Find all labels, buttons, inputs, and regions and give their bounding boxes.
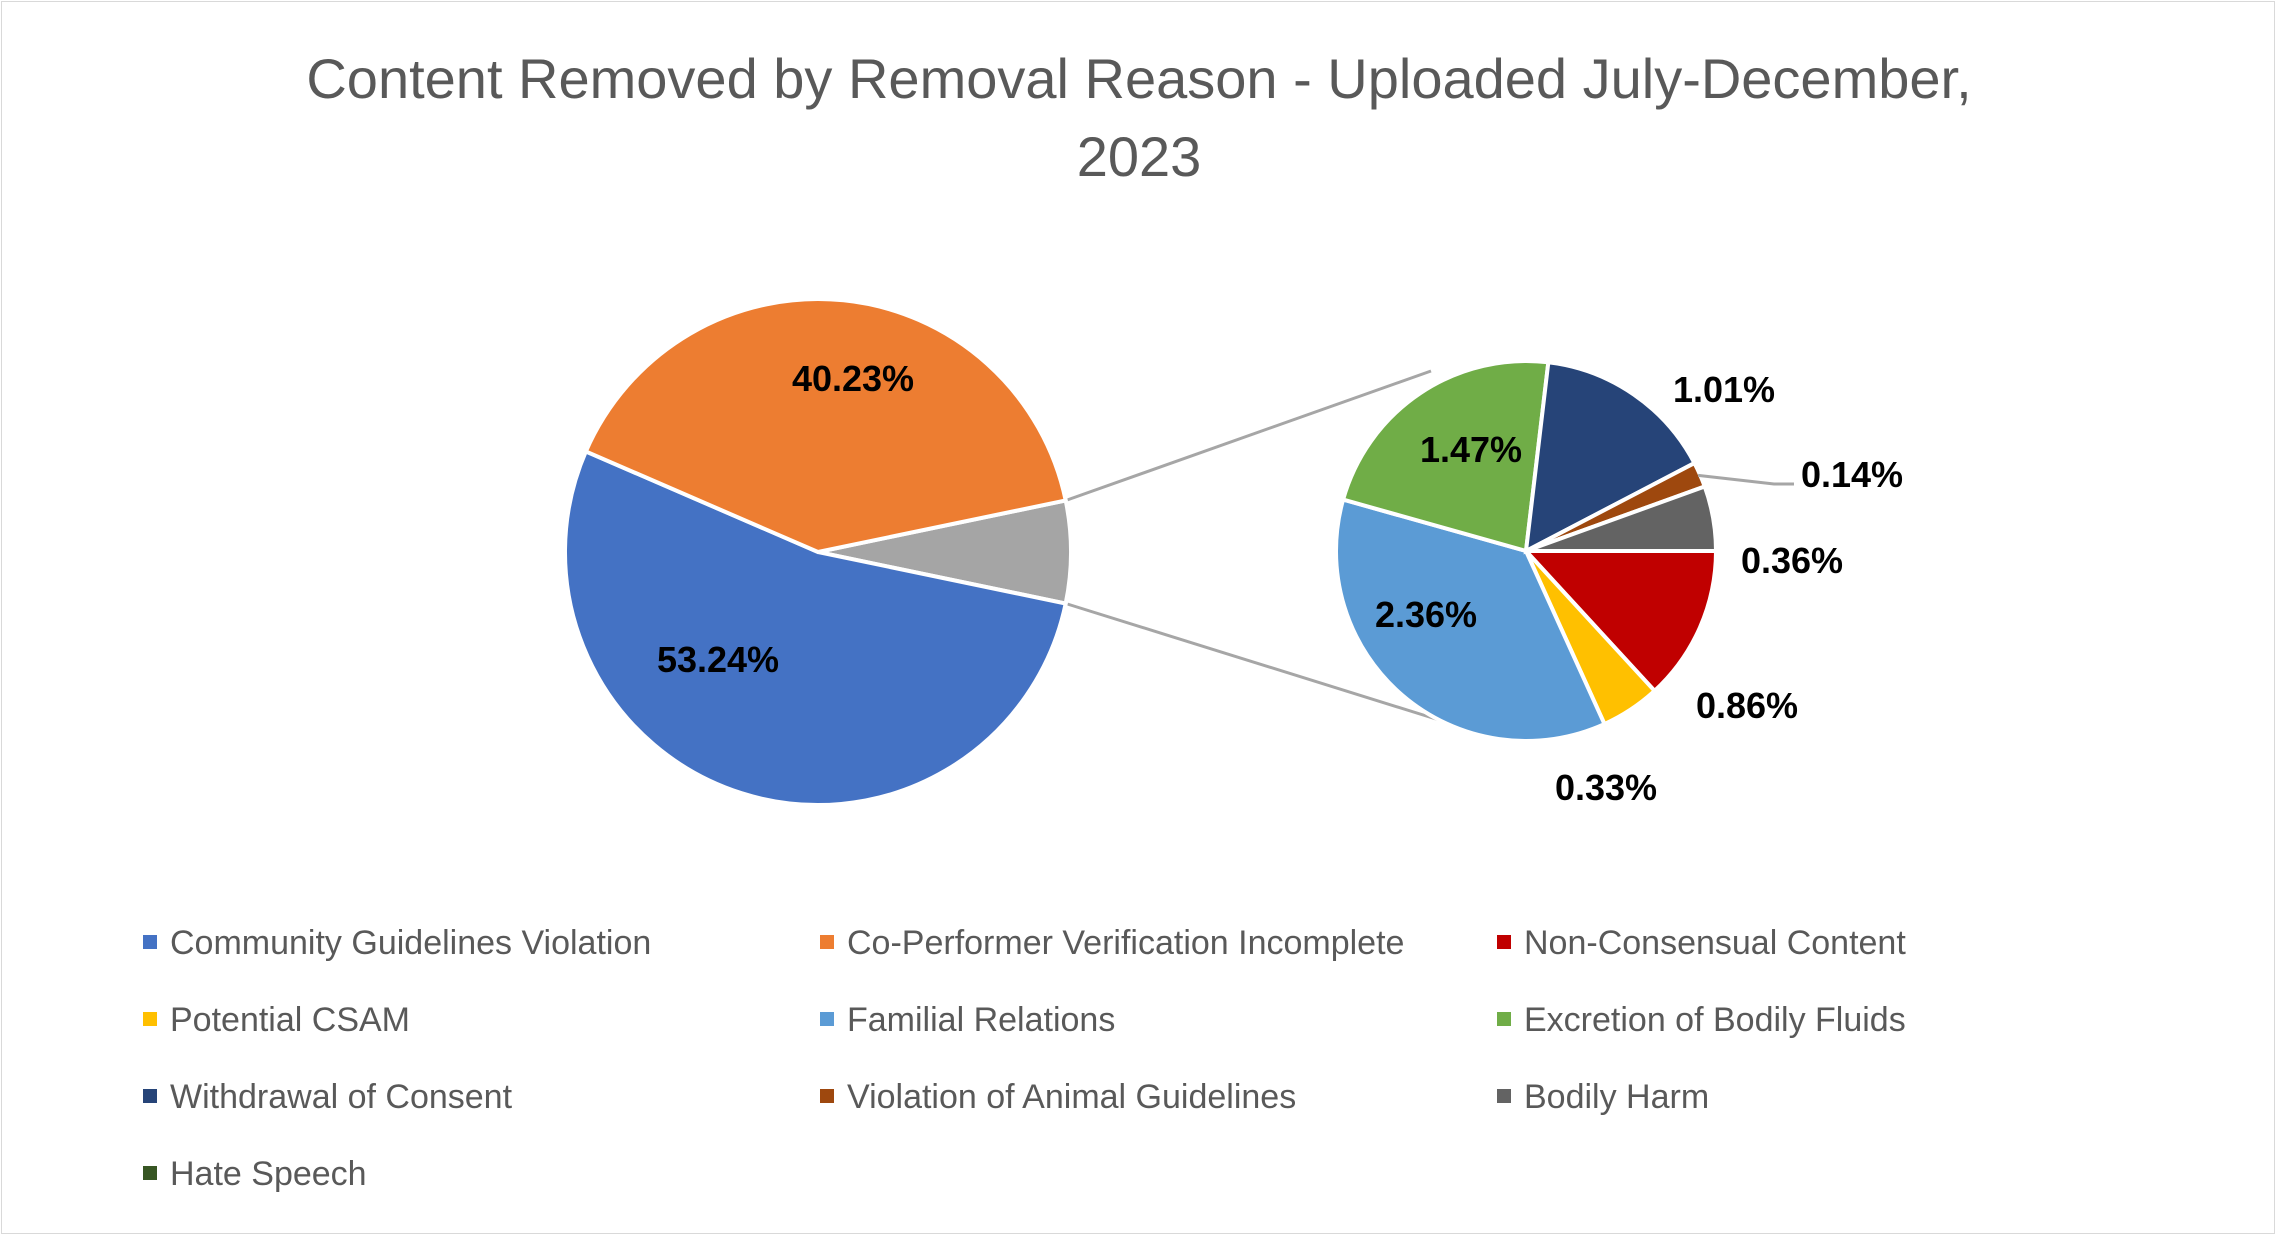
legend-swatch-co-performer-verification-incomplete xyxy=(820,935,834,949)
legend-swatch-bodily-harm xyxy=(1497,1089,1511,1103)
legend-label-violation-of-animal-guidelines: Violation of Animal Guidelines xyxy=(847,1078,1296,1116)
secondary-slice-bodily-harm xyxy=(1525,483,1719,553)
secondary-slice-familial-relations xyxy=(1334,497,1608,743)
secondary-label-withdrawal-of-consent: 1.01% xyxy=(1673,369,1775,410)
legend-swatch-community-guidelines-violation xyxy=(143,935,157,949)
secondary-label-non-consensual-content: 0.86% xyxy=(1696,685,1798,726)
legend-label-potential-csam: Potential CSAM xyxy=(170,1001,410,1039)
connector-lines xyxy=(1065,369,1453,726)
connector-line-bottom xyxy=(1065,602,1453,726)
main-label-co-performer-verification-incomplete: 40.23% xyxy=(792,358,914,399)
secondary-slice-non-consensual-content xyxy=(1521,549,1719,694)
legend-item-potential-csam: Potential CSAM xyxy=(143,1001,410,1039)
secondary-label-violation-of-animal-guidelines: 0.14% xyxy=(1801,454,1903,495)
main-slice-co-performer-verification-incomplete xyxy=(583,297,1069,555)
legend-item-co-performer-verification-incomplete: Co-Performer Verification Incomplete xyxy=(820,924,1404,962)
legend-swatch-excretion-of-bodily-fluids xyxy=(1497,1012,1511,1026)
main-label-community-guidelines-violation: 53.24% xyxy=(657,639,779,680)
legend-item-bodily-harm: Bodily Harm xyxy=(1497,1078,1709,1116)
legend-swatch-non-consensual-content xyxy=(1497,935,1511,949)
legend-swatch-violation-of-animal-guidelines xyxy=(820,1089,834,1103)
legend-label-hate-speech: Hate Speech xyxy=(170,1155,367,1193)
legend: Community Guidelines Violation Co-Perform… xyxy=(143,924,1906,1193)
chart-title-line-1: Content Removed by Removal Reason - Uplo… xyxy=(306,47,1971,110)
legend-label-bodily-harm: Bodily Harm xyxy=(1524,1078,1709,1116)
legend-swatch-familial-relations xyxy=(820,1012,834,1026)
main-pie xyxy=(563,297,1073,808)
legend-item-familial-relations: Familial Relations xyxy=(820,1001,1115,1039)
legend-item-excretion-of-bodily-fluids: Excretion of Bodily Fluids xyxy=(1497,1001,1906,1039)
chart-title-line-2: 2023 xyxy=(1077,125,1202,188)
legend-label-community-guidelines-violation: Community Guidelines Violation xyxy=(170,924,651,962)
secondary-pie xyxy=(1334,359,1719,743)
legend-swatch-hate-speech xyxy=(143,1166,157,1180)
connector-line-top xyxy=(1065,369,1432,502)
legend-label-withdrawal-of-consent: Withdrawal of Consent xyxy=(170,1078,513,1116)
legend-label-excretion-of-bodily-fluids: Excretion of Bodily Fluids xyxy=(1524,1001,1906,1039)
legend-item-violation-of-animal-guidelines: Violation of Animal Guidelines xyxy=(820,1078,1296,1116)
legend-item-non-consensual-content: Non-Consensual Content xyxy=(1497,924,1906,962)
legend-label-non-consensual-content: Non-Consensual Content xyxy=(1524,924,1906,962)
secondary-slice-withdrawal-of-consent xyxy=(1523,360,1698,555)
legend-label-familial-relations: Familial Relations xyxy=(847,1001,1115,1039)
secondary-label-familial-relations: 2.36% xyxy=(1375,594,1477,635)
legend-swatch-withdrawal-of-consent xyxy=(143,1089,157,1103)
data-labels: 53.24% 40.23% 0.86% 0.33% 2.36% 1.47% 1.01% 0.1… xyxy=(657,358,1903,808)
secondary-label-bodily-harm: 0.36% xyxy=(1741,540,1843,581)
secondary-slice-excretion-of-bodily-fluids xyxy=(1340,359,1551,554)
legend-swatch-potential-csam xyxy=(143,1012,157,1026)
legend-label-co-performer-verification-incomplete: Co-Performer Verification Incomplete xyxy=(847,924,1404,962)
secondary-label-excretion-of-bodily-fluids: 1.47% xyxy=(1420,429,1522,470)
legend-item-hate-speech: Hate Speech xyxy=(143,1155,367,1193)
legend-item-community-guidelines-violation: Community Guidelines Violation xyxy=(143,924,651,962)
secondary-label-potential-csam: 0.33% xyxy=(1555,767,1657,808)
legend-item-withdrawal-of-consent: Withdrawal of Consent xyxy=(143,1078,513,1116)
main-slice-community-guidelines-violation xyxy=(563,448,1069,808)
leader-line-violation-of-animal-guidelines xyxy=(1697,473,1794,486)
